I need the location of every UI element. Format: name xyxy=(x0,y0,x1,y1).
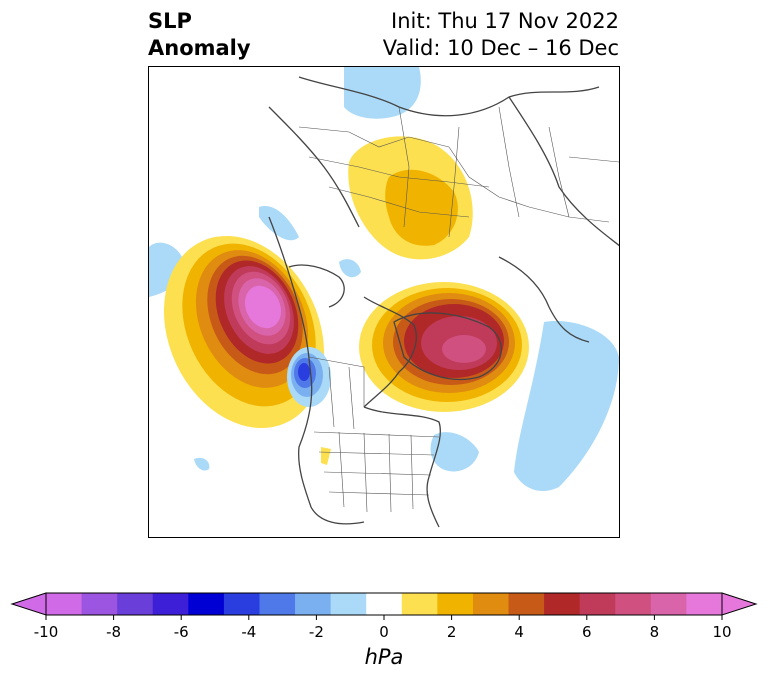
colorbar-swatch xyxy=(686,593,723,615)
greenland-positive-anomaly xyxy=(359,282,529,412)
colorbar-svg: -10 -8 -6 -4 -2 0 2 4 6 8 10 hPa xyxy=(10,592,758,669)
negative-anomaly-light xyxy=(149,67,619,492)
colorbar-swatch xyxy=(152,593,189,615)
map-title: SLP Anomaly xyxy=(148,8,251,62)
colorbar-swatch xyxy=(81,593,118,615)
colorbar-tick-label: 4 xyxy=(514,623,524,641)
title-line-2: Anomaly xyxy=(148,36,251,60)
colorbar-tick-label: 8 xyxy=(650,623,660,641)
borders xyxy=(298,106,619,513)
colorbar-tick-label: 10 xyxy=(712,623,731,641)
map-subtitle: Init: Thu 17 Nov 2022 Valid: 10 Dec – 16… xyxy=(383,8,619,62)
colorbar-swatch xyxy=(437,593,474,615)
colorbar-swatch xyxy=(46,593,83,615)
colorbar-swatch xyxy=(650,593,687,615)
colorbar-swatch xyxy=(579,593,616,615)
colorbar-swatch xyxy=(330,593,367,615)
colorbar-tick-label: -4 xyxy=(241,623,256,641)
colorbar-swatch xyxy=(188,593,225,615)
small-positive-patch xyxy=(321,447,331,465)
colorbar-swatch xyxy=(401,593,438,615)
colorbar-swatch xyxy=(366,593,403,615)
colorbar-swatch xyxy=(223,593,260,615)
init-date: Init: Thu 17 Nov 2022 xyxy=(391,9,619,33)
colorbar-swatch xyxy=(615,593,652,615)
colorbar-extend-high xyxy=(721,592,758,616)
colorbar-tick-label: 6 xyxy=(582,623,592,641)
colorbar-tick-label: 2 xyxy=(447,623,457,641)
coastlines xyxy=(268,76,619,528)
title-line-1: SLP xyxy=(148,9,192,33)
colorbar-tick-label: -2 xyxy=(309,623,324,641)
colorbar-swatch xyxy=(295,593,332,615)
colorbar-swatch xyxy=(472,593,510,615)
anomaly-map xyxy=(148,66,620,538)
pacific-positive-anomaly xyxy=(163,235,325,429)
colorbar-unit-label: hPa xyxy=(365,645,404,665)
colorbar-tick-label: 0 xyxy=(379,623,389,641)
colorbar-swatch xyxy=(544,593,581,615)
valid-range: Valid: 10 Dec – 16 Dec xyxy=(382,36,619,60)
colorbar-tick-label: -10 xyxy=(34,623,59,641)
colorbar-swatch xyxy=(508,593,545,615)
colorbar-swatch xyxy=(117,593,154,615)
russia-positive-anomaly xyxy=(348,136,473,260)
pacific-nw-negative-anomaly xyxy=(287,347,331,407)
colorbar-swatch xyxy=(259,593,296,615)
map-canvas xyxy=(149,67,619,528)
colorbar-extend-low xyxy=(10,592,47,616)
colorbar: -10 -8 -6 -4 -2 0 2 4 6 8 10 hPa xyxy=(0,585,768,669)
colorbar-tick-label: -8 xyxy=(106,623,121,641)
colorbar-tick-label: -6 xyxy=(174,623,189,641)
